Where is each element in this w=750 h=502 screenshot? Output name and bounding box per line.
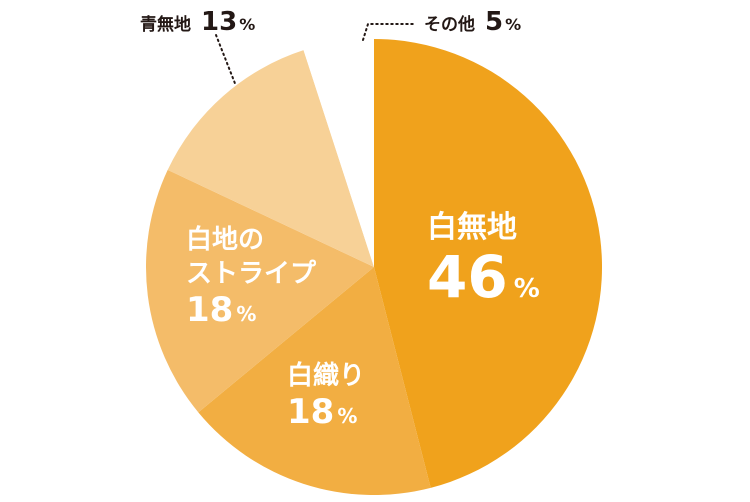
slice-white-stripe	[145, 169, 374, 413]
slice-label-other-text: その他 5%	[424, 7, 521, 37]
slice-label-white-woven-value: 18%	[287, 392, 357, 432]
slice-label-white-stripe-value: 18%	[186, 290, 256, 330]
slice-value-blue-plain: 13	[201, 7, 237, 37]
slice-unit-white-plain: %	[514, 274, 540, 304]
slice-label-white-plain: 白無地 46%	[427, 210, 540, 311]
slice-unit-white-woven: %	[337, 404, 357, 428]
slice-value-white-plain: 46	[427, 243, 508, 311]
slice-white-plain	[374, 39, 603, 488]
slice-other	[303, 39, 374, 267]
leader-line-blue-plain	[215, 34, 237, 87]
slice-label-blue-plain-text: 青無地 13%	[140, 7, 255, 37]
slice-value-white-woven: 18	[287, 392, 334, 432]
slice-white-woven	[198, 267, 431, 496]
slice-label-other-name: その他	[424, 14, 475, 35]
leader-line-other	[362, 23, 417, 41]
pie-slices	[145, 39, 603, 496]
slice-label-blue-plain: 青無地 13%	[140, 7, 255, 87]
slice-value-other: 5	[485, 7, 503, 37]
slice-label-white-woven-name: 白織り	[287, 360, 365, 391]
slice-unit-other: %	[505, 15, 521, 34]
slice-unit-blue-plain: %	[239, 15, 255, 34]
slice-label-other: その他 5%	[362, 7, 521, 41]
slice-unit-white-stripe: %	[236, 302, 256, 326]
slice-blue-plain	[167, 50, 374, 267]
slice-label-white-plain-name: 白無地	[427, 210, 517, 245]
slice-label-white-plain-value: 46%	[427, 243, 540, 311]
slice-label-blue-plain-name: 青無地	[140, 14, 191, 35]
slice-label-white-stripe: 白地の ストライプ 18%	[186, 224, 317, 330]
slice-value-white-stripe: 18	[186, 290, 233, 330]
slice-label-white-stripe-name-line1: 白地の	[186, 224, 264, 255]
slice-label-white-woven: 白織り 18%	[287, 360, 365, 432]
slice-label-white-stripe-name-line2: ストライプ	[186, 259, 317, 289]
